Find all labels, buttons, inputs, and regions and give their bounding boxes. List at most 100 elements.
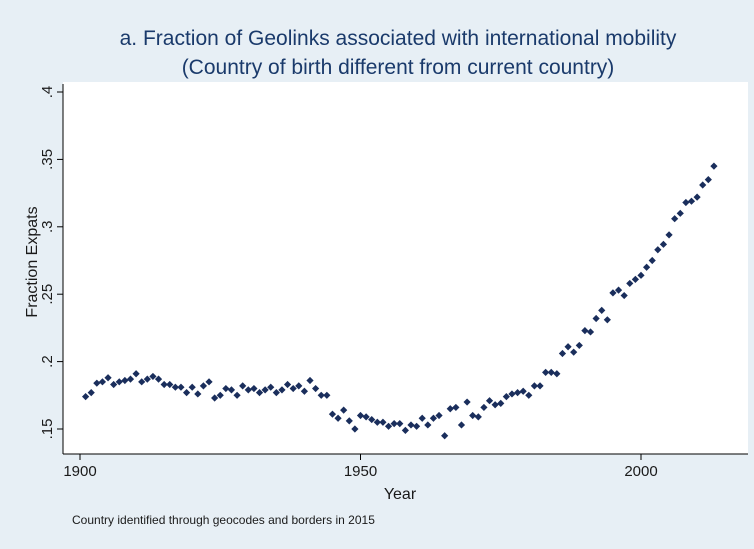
data-point — [222, 384, 230, 393]
data-point — [121, 376, 129, 385]
data-point — [502, 393, 510, 401]
data-point — [699, 181, 707, 189]
data-point — [513, 389, 522, 397]
data-point — [491, 401, 499, 409]
data-point — [564, 343, 572, 351]
data-point — [631, 275, 639, 283]
data-point — [525, 391, 533, 399]
data-point — [317, 391, 325, 399]
x-tick-label: 1900 — [63, 463, 96, 480]
data-point — [227, 386, 236, 394]
data-point — [390, 420, 398, 428]
data-point — [671, 215, 679, 223]
data-point — [586, 328, 595, 336]
data-point — [469, 411, 477, 420]
data-point — [497, 399, 505, 407]
data-point — [115, 378, 123, 386]
data-point — [255, 389, 264, 397]
data-point — [474, 413, 482, 421]
data-point — [463, 398, 471, 406]
data-point — [306, 376, 314, 385]
data-point — [239, 382, 247, 390]
data-point — [356, 411, 365, 420]
data-point — [199, 382, 208, 390]
x-axis-label: Year — [384, 486, 417, 503]
data-point — [575, 341, 583, 350]
data-point — [312, 384, 320, 393]
y-tick-label: .2 — [39, 355, 56, 368]
data-point — [396, 420, 404, 428]
data-point — [614, 286, 623, 294]
data-point — [659, 240, 668, 248]
data-point — [267, 383, 275, 391]
data-point — [547, 368, 555, 376]
data-point — [379, 418, 387, 426]
data-point — [216, 391, 224, 399]
data-point — [98, 378, 107, 386]
data-point — [570, 348, 578, 356]
data-point — [188, 383, 196, 391]
data-point — [295, 382, 303, 390]
data-point — [643, 263, 651, 271]
y-tick-label: .15 — [39, 419, 56, 440]
data-point — [542, 368, 550, 376]
data-point — [300, 387, 308, 395]
data-point — [334, 414, 342, 422]
data-point — [581, 326, 589, 335]
data-point — [424, 421, 432, 429]
data-point — [519, 387, 527, 395]
data-point — [446, 405, 454, 413]
data-point — [250, 384, 258, 393]
data-point — [278, 386, 286, 394]
data-point — [558, 349, 567, 358]
data-point — [93, 379, 101, 387]
data-point — [665, 231, 673, 239]
data-point — [648, 256, 656, 265]
data-point — [609, 289, 617, 297]
data-point — [418, 414, 426, 422]
data-point — [182, 389, 191, 397]
data-points — [82, 162, 718, 440]
data-point — [480, 403, 488, 412]
y-tick-label: .25 — [39, 284, 56, 305]
data-point — [435, 411, 443, 420]
data-point — [592, 314, 600, 323]
data-point — [110, 380, 118, 389]
data-point — [704, 176, 712, 184]
data-point — [171, 383, 179, 391]
data-point — [384, 422, 393, 430]
data-point — [126, 375, 135, 383]
data-point — [441, 432, 449, 440]
chart-subtitle: (Country of birth different from current… — [182, 56, 615, 79]
data-point — [233, 391, 241, 399]
data-point — [160, 380, 168, 389]
data-point — [82, 393, 90, 401]
data-point — [362, 413, 370, 421]
chart-note: Country identified through geocodes and … — [72, 513, 375, 527]
data-point — [603, 316, 611, 324]
data-point — [401, 426, 409, 434]
x-axis: 1900 1950 2000 — [63, 453, 748, 480]
y-tick-label: .3 — [39, 221, 56, 234]
data-point — [345, 417, 353, 425]
data-point — [530, 382, 539, 390]
data-point — [194, 390, 202, 398]
data-point — [654, 246, 662, 254]
data-point — [626, 279, 634, 288]
data-point — [143, 375, 151, 383]
data-point — [710, 162, 718, 170]
data-point — [368, 415, 376, 424]
data-point — [328, 410, 337, 418]
y-tick-label: .35 — [39, 149, 56, 170]
data-point — [682, 198, 690, 207]
data-point — [508, 390, 516, 398]
data-point — [261, 386, 269, 394]
data-point — [485, 397, 494, 405]
data-point — [154, 375, 163, 383]
data-point — [283, 380, 292, 389]
data-point — [457, 421, 466, 429]
data-point — [553, 370, 561, 378]
data-point — [205, 378, 213, 386]
plot-area — [63, 82, 748, 454]
